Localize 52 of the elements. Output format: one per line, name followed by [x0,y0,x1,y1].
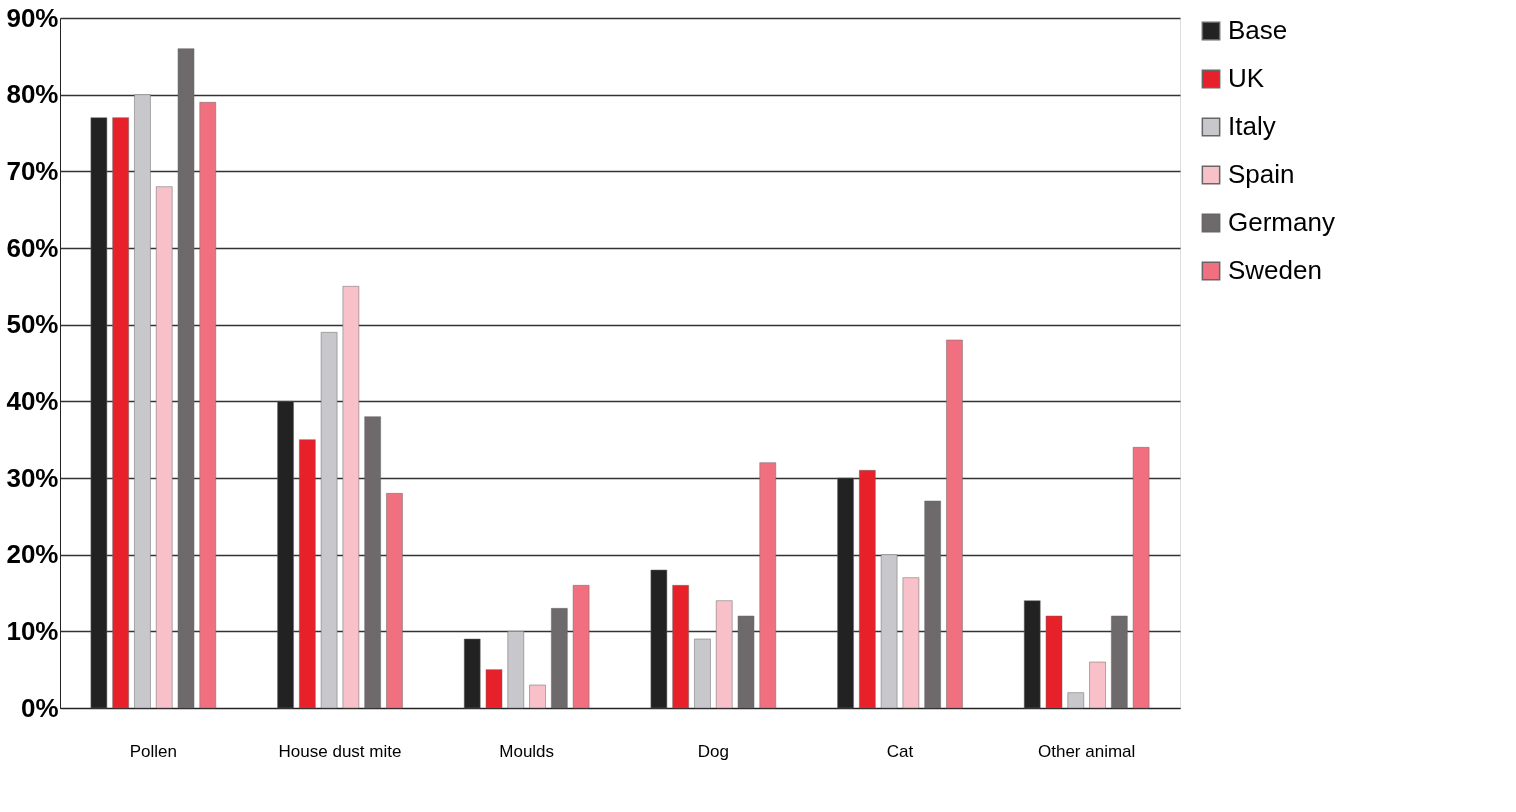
bar [551,608,568,709]
legend-label: Base [1228,15,1288,45]
bar [1132,447,1150,709]
bar [112,117,129,709]
bar [529,684,546,709]
bar [134,94,151,709]
bar [1067,692,1085,709]
bar [342,286,360,709]
bar [737,615,755,709]
y-tick-label: 20% [6,539,59,570]
x-tick-label: Cat [886,741,914,761]
legend-label: Sweden [1228,255,1322,285]
bar [715,600,733,709]
bar [177,48,195,709]
y-tick-label: 90% [6,2,59,33]
bar [924,500,941,709]
legend-label: Italy [1228,111,1276,141]
y-tick-label: 80% [6,79,59,110]
bar [1111,615,1128,709]
bar [299,439,316,709]
bar [386,493,403,709]
x-tick-label: Other animal [1038,741,1136,761]
bar [507,631,525,709]
legend-label: Germany [1228,207,1335,237]
bar [155,186,173,709]
x-tick-label: Pollen [129,741,177,761]
bar [694,638,711,709]
legend-label: Spain [1228,159,1295,189]
bar [1089,661,1106,709]
bar [572,585,590,709]
y-tick-label: 10% [6,615,59,646]
y-tick-label: 70% [6,155,59,186]
bar [902,577,920,709]
x-tick-label: Dog [697,741,729,761]
bar [859,470,876,709]
y-tick-label: 30% [6,462,59,493]
bar [320,332,338,709]
x-tick-label: House dust mite [278,741,402,761]
y-tick-label: 60% [6,232,59,263]
bar [759,462,777,709]
bar [880,554,898,709]
bar [364,416,381,709]
y-tick-label: 50% [6,309,59,340]
bar [946,339,963,709]
bar [485,669,503,709]
y-tick-label: 40% [6,385,59,416]
bar [199,102,217,709]
x-tick-label: Moulds [499,741,555,761]
legend-label: UK [1228,63,1265,93]
bar [1045,615,1063,709]
bar [672,585,689,709]
y-tick-label: 0% [20,692,59,723]
